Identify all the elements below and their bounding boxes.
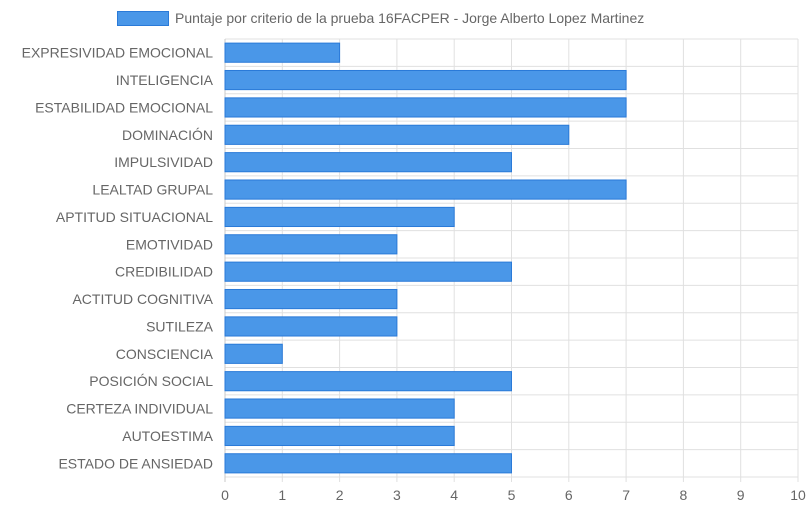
x-tick-label: 6	[565, 487, 573, 503]
x-tick-label: 3	[393, 487, 401, 503]
category-label: CREDIBILIDAD	[115, 264, 213, 280]
x-tick-label: 9	[737, 487, 745, 503]
bar	[224, 343, 283, 364]
x-tick-label: 1	[278, 487, 286, 503]
x-tick-label: 0	[221, 487, 229, 503]
x-tick-label: 4	[450, 487, 458, 503]
category-label: POSICIÓN SOCIAL	[89, 373, 213, 389]
category-label: IMPULSIVIDAD	[114, 154, 213, 170]
x-tick-label: 8	[680, 487, 688, 503]
bar	[224, 425, 455, 447]
bar	[224, 97, 627, 118]
legend-label: Puntaje por criterio de la prueba 16FACP…	[175, 10, 645, 26]
x-tick-label: 7	[622, 487, 630, 503]
x-tick-label: 2	[336, 487, 344, 503]
category-label: DOMINACIÓN	[122, 127, 213, 143]
category-label: AUTOESTIMA	[122, 428, 213, 444]
category-label: CERTEZA INDIVIDUAL	[66, 401, 213, 417]
category-label: ESTADO DE ANSIEDAD	[58, 455, 213, 471]
x-tick-label: 5	[508, 487, 516, 503]
bar	[224, 234, 398, 255]
bar	[224, 398, 455, 419]
category-label: INTELIGENCIA	[116, 72, 214, 88]
bar	[224, 288, 398, 310]
bar	[224, 124, 570, 145]
category-label: EMOTIVIDAD	[126, 236, 213, 252]
bar	[224, 316, 398, 337]
legend-swatch	[117, 10, 169, 26]
category-label: EXPRESIVIDAD EMOCIONAL	[22, 45, 214, 61]
bar	[224, 206, 455, 228]
category-label: APTITUD SITUACIONAL	[56, 209, 213, 225]
bar	[224, 453, 512, 474]
bar	[224, 152, 512, 173]
x-tick-label: 10	[790, 487, 806, 503]
chart-legend[interactable]: Puntaje por criterio de la prueba 16FACP…	[117, 8, 644, 28]
category-label: LEALTAD GRUPAL	[92, 182, 213, 198]
bar	[224, 261, 512, 282]
category-label: CONSCIENCIA	[116, 346, 214, 362]
bar	[224, 179, 627, 200]
category-label: SUTILEZA	[146, 318, 214, 334]
bar	[224, 371, 512, 392]
category-label: ESTABILIDAD EMOCIONAL	[35, 99, 213, 115]
bar	[224, 42, 341, 63]
bar	[224, 69, 627, 91]
category-label: ACTITUD COGNITIVA	[72, 291, 213, 307]
